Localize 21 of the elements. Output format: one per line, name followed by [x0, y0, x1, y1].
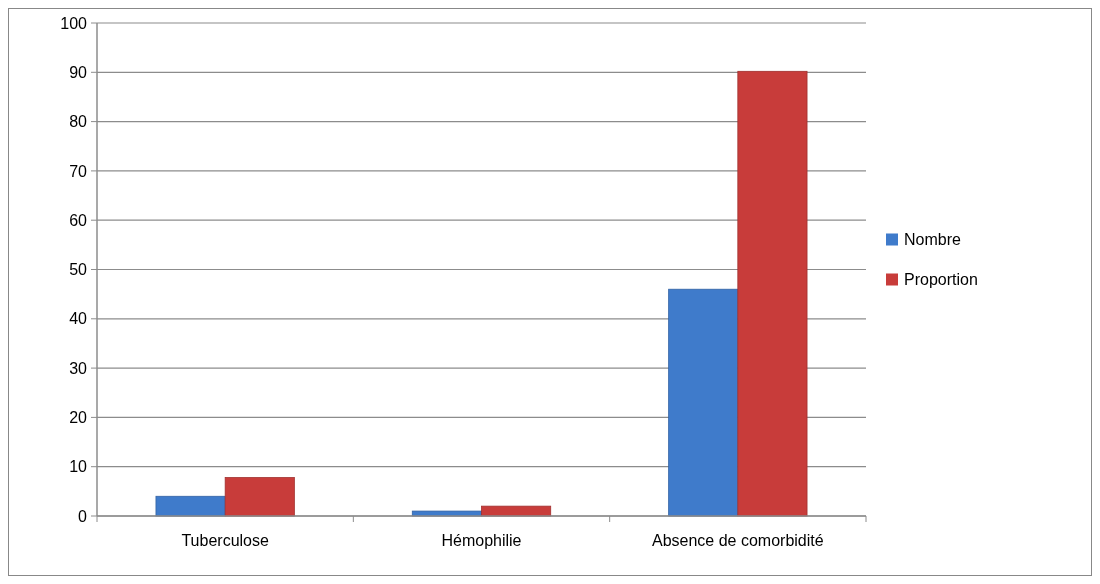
legend-label: Nombre — [904, 231, 962, 249]
legend-label: Proportion — [904, 271, 978, 289]
y-tick-label: 40 — [69, 310, 88, 328]
y-tick-label: 70 — [69, 162, 88, 180]
y-tick-label: 20 — [69, 409, 88, 426]
bar — [155, 495, 226, 517]
x-tick-label: Absence de comorbidité — [652, 532, 824, 549]
y-tick-label: 0 — [78, 507, 88, 525]
bar — [668, 288, 739, 517]
bar — [737, 70, 808, 517]
y-tick-label: 90 — [69, 63, 88, 81]
y-tick-label: 10 — [69, 458, 88, 476]
y-tick-label: 100 — [60, 14, 88, 32]
bar — [481, 505, 552, 517]
y-tick-label: 80 — [69, 113, 88, 131]
y-tick-label: 30 — [69, 359, 88, 377]
y-tick-label: 60 — [69, 211, 88, 229]
y-tick-label: 50 — [69, 261, 88, 279]
x-tick-label: Hémophilie — [441, 532, 522, 549]
x-tick-label: Tuberculose — [181, 532, 269, 549]
bar — [224, 477, 295, 517]
